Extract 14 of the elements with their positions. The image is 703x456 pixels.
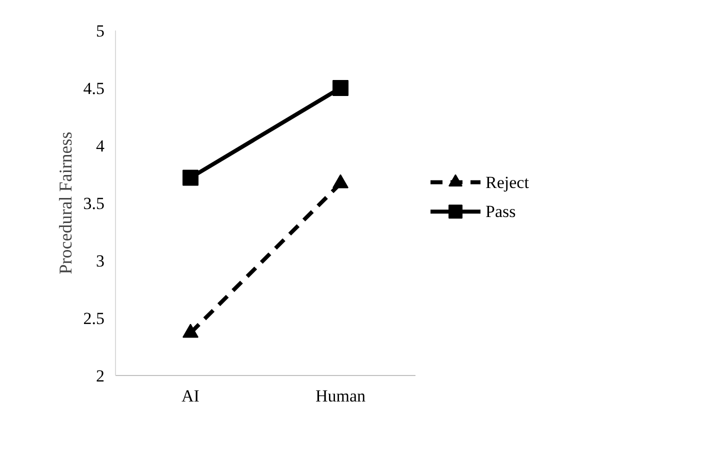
legend-label: Reject bbox=[486, 172, 530, 192]
legend-label: Pass bbox=[486, 202, 516, 222]
y-tick-label: 2 bbox=[96, 366, 104, 386]
y-tick-label: 4.5 bbox=[83, 79, 104, 98]
y-axis-title: Procedural Fairness bbox=[55, 132, 76, 274]
y-tick-label: 3 bbox=[96, 252, 104, 270]
x-tick-label: Human bbox=[315, 386, 366, 406]
y-tick-label: 4 bbox=[96, 136, 105, 156]
y-tick-label: 3.5 bbox=[83, 194, 104, 213]
point bbox=[332, 80, 348, 96]
x-tick-label: AI bbox=[182, 386, 200, 406]
point bbox=[182, 170, 198, 186]
y-tick-label: 2.5 bbox=[83, 309, 104, 328]
y-tick-label: 5 bbox=[96, 22, 104, 40]
